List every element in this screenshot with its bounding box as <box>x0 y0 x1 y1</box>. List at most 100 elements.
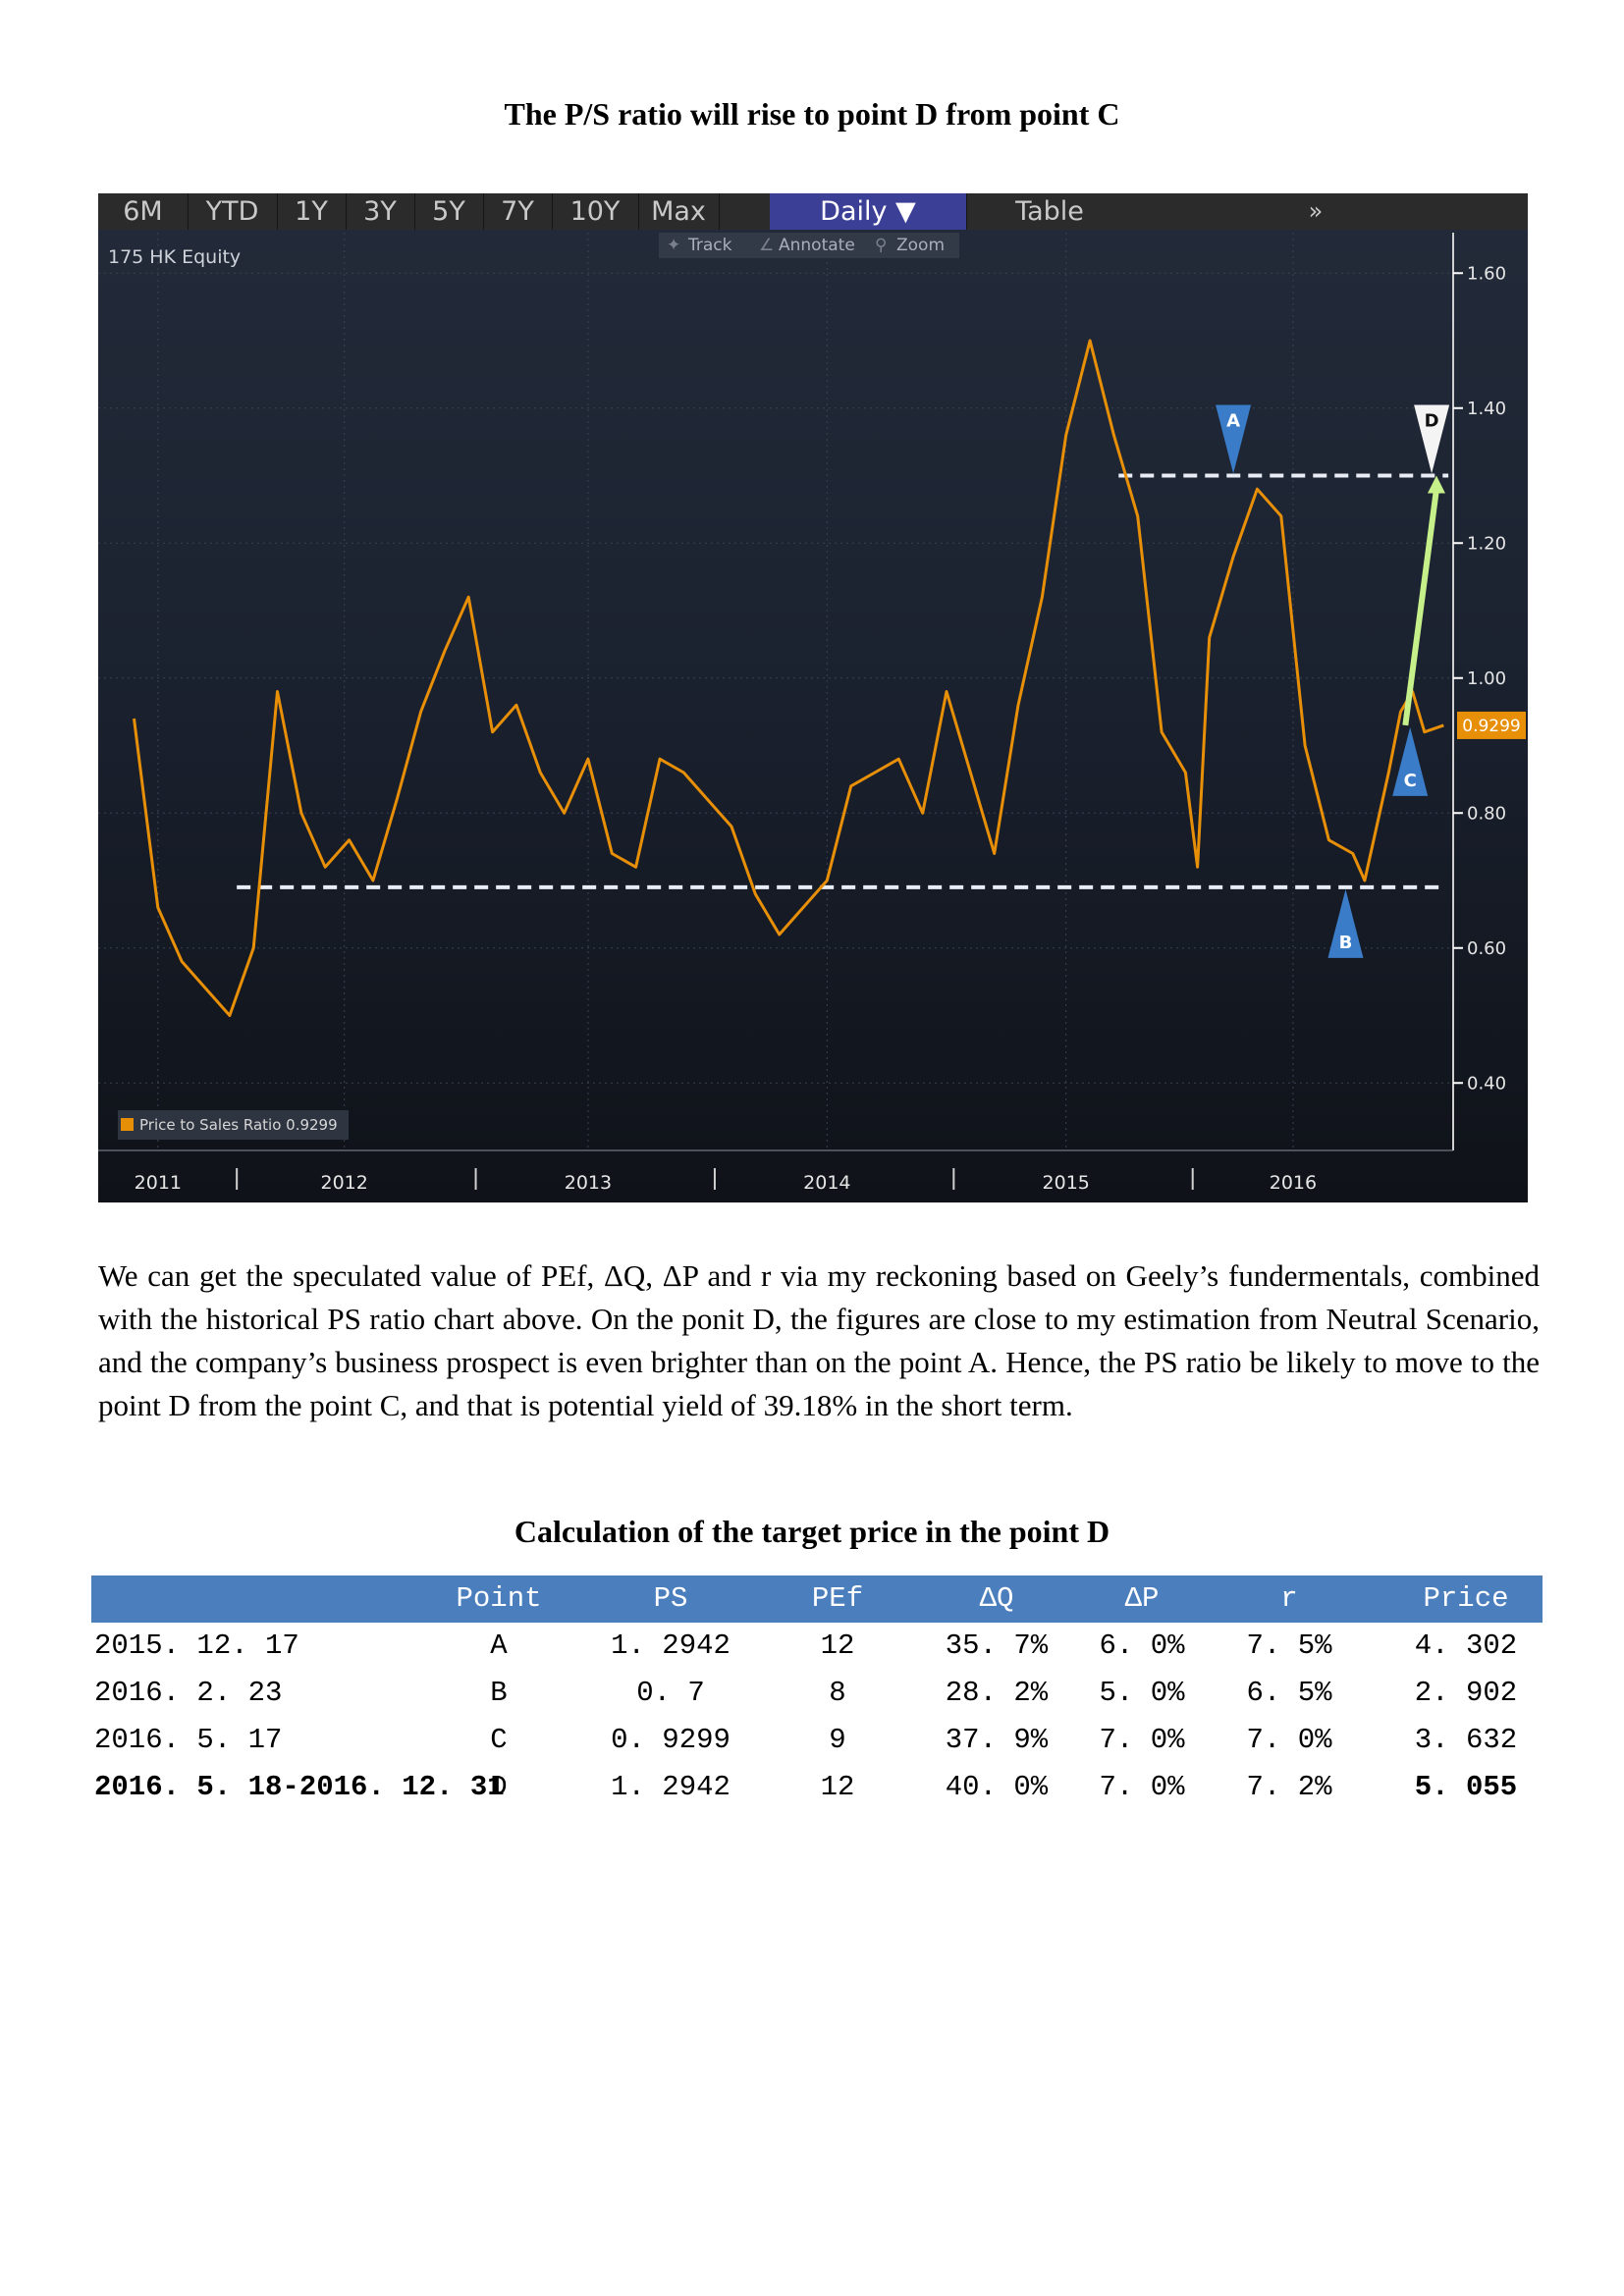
last-value-label: 0.9299 <box>1462 717 1520 736</box>
daily-dropdown[interactable]: Daily ▼ <box>770 193 967 230</box>
more-icon[interactable]: » <box>1308 197 1324 225</box>
legend-label: Price to Sales Ratio 0.9299 <box>139 1116 338 1134</box>
range-3y-button[interactable]: 3Y <box>346 193 415 230</box>
cell-ps: 1. 2942 <box>611 1629 731 1662</box>
zoom-button[interactable]: Zoom <box>896 236 946 255</box>
table-row: 2015. 12. 17 A 1. 2942 12 35. 7% 6. 0% 7… <box>91 1623 1543 1670</box>
cell-price: 4. 302 <box>1414 1629 1518 1662</box>
range-10y-button[interactable]: 10Y <box>552 193 639 230</box>
cell-point: C <box>490 1724 508 1756</box>
y-tick-label: 0.60 <box>1467 938 1506 959</box>
marker-label-b: B <box>1339 933 1353 953</box>
chart-legend: Price to Sales Ratio 0.9299 <box>118 1110 349 1140</box>
table-header: Point PS PEf ΔQ ΔP r Price <box>91 1575 1543 1623</box>
cell-date: 2016. 5. 18-2016. 12. 31 <box>94 1771 505 1803</box>
cell-r: 7. 2% <box>1246 1771 1332 1803</box>
annotate-icon: ∠ <box>759 236 775 255</box>
range-5y-button[interactable]: 5Y <box>414 193 484 230</box>
x-tick-label: 2016 <box>1270 1172 1317 1194</box>
header-price: Price <box>1423 1582 1509 1615</box>
cell-delta-q: 28. 2% <box>945 1677 1049 1709</box>
range-1y-button[interactable]: 1Y <box>277 193 347 230</box>
annotate-button[interactable]: Annotate <box>779 236 855 255</box>
last-value-badge <box>1457 711 1526 739</box>
cell-delta-p: 7. 0% <box>1099 1771 1185 1803</box>
track-button[interactable]: Track <box>688 236 732 255</box>
cell-delta-q: 40. 0% <box>945 1771 1049 1803</box>
range-ytd-button[interactable]: YTD <box>188 193 278 230</box>
cell-delta-q: 35. 7% <box>945 1629 1049 1662</box>
track-icon: ✦ <box>667 236 681 255</box>
cell-delta-p: 5. 0% <box>1099 1677 1185 1709</box>
y-tick-label: 1.60 <box>1467 263 1506 284</box>
zoom-icon: ⚲ <box>875 236 888 255</box>
header-pef: PEf <box>811 1582 864 1615</box>
range-7y-button[interactable]: 7Y <box>483 193 553 230</box>
legend-swatch <box>121 1118 134 1131</box>
cell-price: 2. 902 <box>1414 1677 1518 1709</box>
table-button[interactable]: Table <box>1015 196 1084 227</box>
cell-ps: 1. 2942 <box>611 1771 731 1803</box>
y-tick-label: 1.20 <box>1467 533 1506 554</box>
arrow-c-to-d <box>1402 489 1439 726</box>
cell-date: 2016. 2. 23 <box>94 1677 283 1709</box>
y-tick-label: 0.40 <box>1467 1073 1506 1094</box>
marker-label-d: D <box>1425 411 1439 432</box>
page-title: The P/S ratio will rise to point D from … <box>504 96 1120 132</box>
cell-date: 2015. 12. 17 <box>94 1629 299 1662</box>
header-r: r <box>1280 1582 1298 1615</box>
marker-c <box>1392 726 1429 796</box>
cell-price: 3. 632 <box>1414 1724 1518 1756</box>
target-price-table: Point PS PEf ΔQ ΔP r Price 2015. 12. 17 … <box>91 1575 1543 1811</box>
header-point: Point <box>456 1582 542 1615</box>
marker-b <box>1327 888 1364 958</box>
ps-ratio-series-line <box>133 339 1444 1017</box>
arrow-head <box>1427 475 1445 494</box>
cell-date: 2016. 5. 17 <box>94 1724 283 1756</box>
analysis-paragraph: We can get the speculated value of PEf, … <box>98 1258 1540 1422</box>
table-row: 2016. 5. 18-2016. 12. 31 D 1. 2942 12 40… <box>91 1764 1543 1811</box>
table-title: Calculation of the target price in the p… <box>514 1514 1110 1549</box>
cell-r: 6. 5% <box>1246 1677 1332 1709</box>
cell-pef: 8 <box>829 1677 846 1709</box>
chart-toolbar: 6M YTD 1Y 3Y 5Y 7Y 10Y Max Daily ▼ Table… <box>98 193 1528 230</box>
x-tick-label: 2014 <box>803 1172 850 1194</box>
x-tick-label: 2011 <box>135 1172 182 1194</box>
cell-delta-p: 7. 0% <box>1099 1724 1185 1756</box>
marker-label-a: A <box>1226 411 1240 432</box>
table-row: 2016. 2. 23 B 0. 7 8 28. 2% 5. 0% 6. 5% … <box>91 1670 1543 1717</box>
cell-point: B <box>490 1677 508 1709</box>
x-tick-label: 2013 <box>565 1172 612 1194</box>
cell-r: 7. 5% <box>1246 1629 1332 1662</box>
x-tick-label: 2015 <box>1043 1172 1090 1194</box>
cell-price: 5. 055 <box>1414 1771 1518 1803</box>
marker-label-c: C <box>1404 771 1417 791</box>
y-tick-label: 1.00 <box>1467 668 1506 689</box>
chart-tools-bar: ✦ Track ∠ Annotate ⚲ Zoom <box>659 233 959 258</box>
cell-ps: 0. 7 <box>636 1677 705 1709</box>
y-tick-label: 1.40 <box>1467 399 1506 419</box>
marker-d <box>1414 404 1450 474</box>
cell-pef: 9 <box>829 1724 846 1756</box>
ps-ratio-chart: 1.60 1.40 1.20 1.00 0.80 0.60 0.40 2011 2012 2013… <box>98 233 1526 1194</box>
y-tick-label: 0.80 <box>1467 803 1506 824</box>
marker-a <box>1216 404 1252 474</box>
x-tick-label: 2012 <box>321 1172 368 1194</box>
cell-point: D <box>490 1771 508 1803</box>
equity-label: 175 HK Equity <box>108 246 242 268</box>
header-date <box>91 1575 425 1623</box>
header-delta-q: ΔQ <box>979 1582 1014 1615</box>
table-row: 2016. 5. 17 C 0. 9299 9 37. 9% 7. 0% 7. … <box>91 1717 1543 1764</box>
cell-point: A <box>490 1629 508 1662</box>
cell-delta-p: 6. 0% <box>1099 1629 1185 1662</box>
cell-pef: 12 <box>820 1771 855 1803</box>
cell-ps: 0. 9299 <box>611 1724 731 1756</box>
chart-panel: 1.60 1.40 1.20 1.00 0.80 0.60 0.40 2011 2012 2013… <box>98 193 1528 1202</box>
cell-delta-q: 37. 9% <box>945 1724 1049 1756</box>
header-ps: PS <box>653 1582 688 1615</box>
cell-pef: 12 <box>820 1629 855 1662</box>
range-6m-button[interactable]: 6M <box>98 193 189 230</box>
header-delta-p: ΔP <box>1124 1582 1160 1615</box>
cell-r: 7. 0% <box>1246 1724 1332 1756</box>
range-max-button[interactable]: Max <box>638 193 720 230</box>
